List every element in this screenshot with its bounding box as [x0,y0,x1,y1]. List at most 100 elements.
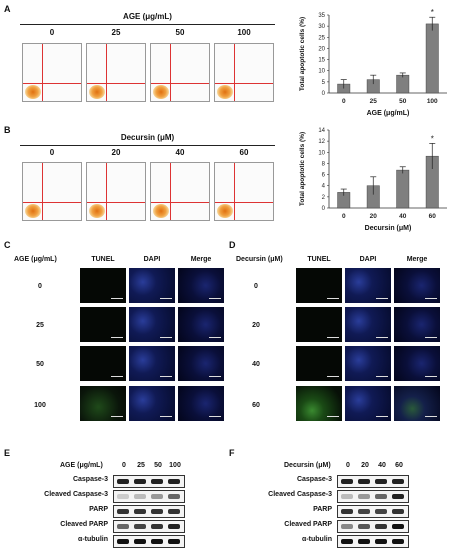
tunel-image [296,307,342,342]
panel-c-col-merge: Merge [190,256,212,263]
tunel-image [296,386,342,421]
flow-plot [22,43,82,102]
panel-f-protein-3: Cleaved PARP [284,521,332,528]
flow-a-cond-1: 25 [111,28,121,37]
panel-d-col-merge: Merge [406,256,428,263]
merge-image [394,346,440,381]
y-tick-label: 4 [322,184,326,190]
panel-e-protein-3: Cleaved PARP [60,521,108,528]
dapi-image [129,386,175,421]
flow-b-title: Decursin (μM) [120,133,175,142]
merge-image [394,307,440,342]
dapi-image [345,307,391,342]
panel-c-row-header: AGE (μg/mL) [14,256,57,263]
panel-label-b: B [4,125,11,135]
panel-d-col-tunel: TUNEL [307,256,331,263]
bar-chart-age: 0 5 10 15 20 25 30 35 0 25 50 * 100 AGE (μg/mL) Total … [299,8,447,117]
panel-c-col-tunel: TUNEL [91,256,115,263]
flow-a-cond-2: 50 [175,28,185,37]
flow-plot [214,162,274,221]
panel-f-lane-1: 20 [361,462,369,469]
significance-marker: * [431,134,434,143]
panel-d-row-header: Decursin (μM) [236,256,283,263]
flow-a-cond-3: 100 [237,28,251,37]
panel-e-lane-3: 100 [169,462,181,469]
panel-label-e: E [4,448,11,458]
flow-a-cond-0: 0 [49,28,55,37]
y-tick-label: 8 [322,161,326,167]
tunel-image [80,307,126,342]
flow-plot [214,43,274,102]
flow-b-cond-3: 60 [239,148,249,157]
western-blot-strip [113,490,185,503]
panel-f-protein-1: Cleaved Caspase-3 [268,491,332,498]
dapi-image [129,346,175,381]
panel-d-row-3: 60 [252,402,260,409]
tunel-image [80,386,126,421]
flow-plot [86,43,146,102]
dapi-image [345,386,391,421]
y-tick-label: 2 [322,195,326,201]
western-blot-strip [113,505,185,518]
merge-image [178,307,224,342]
dapi-image [345,268,391,303]
panel-label-f: F [229,448,235,458]
y-tick-label: 0 [322,91,326,97]
western-blot-strip [337,490,409,503]
merge-image [178,346,224,381]
panel-label-d: D [229,240,236,250]
x-axis-label: AGE (μg/mL) [367,110,410,117]
tunel-image [80,268,126,303]
y-tick-label: 35 [318,13,325,19]
panel-e-lane-2: 50 [154,462,162,469]
tunel-image [296,268,342,303]
flow-b-title-rule [20,145,275,146]
panel-c-col-dapi: DAPI [143,256,161,263]
y-tick-label: 15 [318,58,325,64]
flow-a-title-rule [20,24,275,25]
bar-chart-decursin: 0 2 4 6 8 10 12 14 0 20 40 * 60 Decursin (μM) Total ap… [299,128,447,232]
y-tick-label: 14 [318,128,325,134]
panel-c-row-3: 100 [34,402,46,409]
western-blot-strip [113,475,185,488]
bar [396,74,410,94]
panel-label-c: C [4,240,11,250]
merge-image [394,268,440,303]
y-tick-label: 20 [318,46,325,52]
western-blot-strip [337,520,409,533]
flow-b-cond-2: 40 [175,148,185,157]
panel-f-header: Decursin (μM) [284,462,331,469]
western-blot-strip [113,520,185,533]
panel-f-lane-0: 0 [346,462,350,469]
x-tick-label: 25 [370,98,378,105]
merge-image [178,386,224,421]
western-blot-strip [337,535,409,548]
tunel-image [80,346,126,381]
bar [425,23,439,94]
x-axis-label: Decursin (μM) [365,225,412,232]
panel-label-a: A [4,4,11,14]
dapi-image [345,346,391,381]
merge-image [394,386,440,421]
y-tick-label: 30 [318,24,325,30]
y-tick-label: 25 [318,35,325,41]
panel-e-header: AGE (μg/mL) [60,462,103,469]
panel-f-protein-0: Caspase-3 [296,476,332,483]
panel-f-protein-2: PARP [313,506,332,513]
significance-marker: * [431,8,434,17]
panel-e-protein-0: Caspase-3 [72,476,108,483]
panel-c-row-1: 25 [36,322,44,329]
merge-image [178,268,224,303]
panel-f-protein-4: α-tubulin [302,536,332,543]
y-tick-label: 10 [318,69,325,75]
panel-d-row-0: 0 [254,283,258,290]
western-blot-strip [337,505,409,518]
y-axis-label: Total apoptotic cells (%) [299,17,306,91]
panel-d-row-1: 20 [252,322,260,329]
dapi-image [129,268,175,303]
western-blot-strip [337,475,409,488]
panel-f-lane-3: 60 [395,462,403,469]
panel-d-col-dapi: DAPI [359,256,377,263]
y-tick-label: 10 [318,150,325,156]
x-tick-label: 0 [342,98,346,105]
